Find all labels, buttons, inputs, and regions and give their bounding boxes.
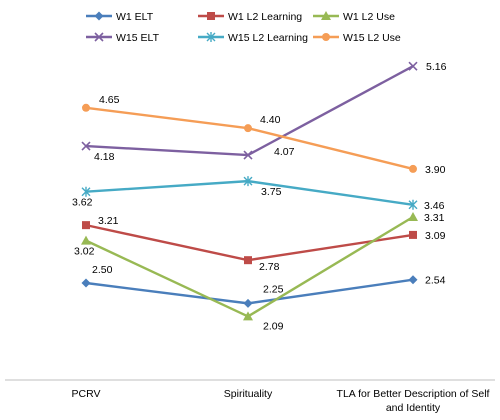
series-line [85,223,414,262]
series-w1-elt: 2.50 2.25 2.54 [81,264,446,308]
series-w15-l2-use: 4.65 4.40 3.90 [82,94,446,176]
data-label: 2.78 [259,261,280,273]
legend-item: W1 L2 Learning [198,11,302,23]
plot-area: 2.50 2.25 2.54 3.21 2.78 3.09 3.02 2.09 3.31 4.18… [72,61,447,332]
data-label: 2.54 [425,275,446,287]
data-label: 3.21 [98,215,119,227]
legend-item: W15 ELT [86,32,160,44]
legend-marker [94,32,104,42]
data-label: 3.46 [424,200,445,212]
series-line [85,106,414,171]
category-label: Spirituality [224,388,273,400]
series-line [85,179,414,206]
legend-label: W15 L2 Learning [228,32,308,44]
series-w1-l2-learning: 3.21 2.78 3.09 [82,215,446,273]
data-label: 3.31 [424,212,445,224]
data-point [409,230,417,239]
data-point [81,278,91,288]
data-label: 4.07 [274,146,295,158]
data-point [408,199,418,210]
data-point [82,221,90,230]
legend-item: W15 L2 Learning [198,32,308,44]
data-label: 4.40 [260,114,281,126]
data-point [81,235,91,245]
x-axis-categories: PCRV Spirituality TLA for Better Descripti… [72,388,490,414]
legend-marker [207,12,215,20]
legend-item: W1 ELT [86,11,154,23]
data-label: 3.90 [425,164,446,176]
legend-label: W1 ELT [116,11,154,23]
legend-label: W1 L2 Use [343,11,395,23]
legend-item: W1 L2 Use [313,11,395,23]
series-w1-l2-use: 3.02 2.09 3.31 [74,211,445,332]
data-label: 2.09 [263,320,284,332]
data-point [408,211,418,221]
data-point [409,164,417,173]
data-point [408,61,418,71]
legend: W1 ELT W1 L2 Learning W1 L2 Use W15 ELT W15 … [86,11,401,44]
data-label: 3.02 [74,246,95,258]
category-label: TLA for Better Description of Self [337,388,490,400]
series-w15-elt: 4.18 4.07 5.16 [81,61,447,163]
data-point [408,275,418,285]
legend-item: W15 L2 Use [313,32,401,44]
legend-label: W15 ELT [116,32,160,44]
category-label: PCRV [72,388,101,400]
data-point [81,186,91,197]
series-line [85,65,414,157]
data-label: 2.50 [92,264,113,276]
legend-marker [206,32,216,42]
series-line [85,278,414,305]
data-point [243,311,253,321]
legend-label: W1 L2 Learning [228,11,302,23]
data-point [244,256,252,265]
data-point [244,124,252,133]
data-point [243,150,253,160]
category-label: and Identity [386,402,441,414]
data-point [82,103,90,112]
series-w15-l2-learning: 3.62 3.75 3.46 [72,176,445,212]
data-point [243,176,253,187]
legend-marker [94,11,104,21]
data-label: 4.18 [94,151,115,163]
data-point [81,141,91,151]
data-label: 3.62 [72,197,93,209]
data-label: 4.65 [99,94,120,106]
legend-marker [322,33,330,41]
data-label: 3.09 [425,230,446,242]
legend-marker [321,11,331,20]
data-label: 3.75 [261,186,282,198]
legend-label: W15 L2 Use [343,32,401,44]
data-point [243,298,253,308]
data-label: 5.16 [426,61,447,73]
data-label: 2.25 [263,283,284,295]
